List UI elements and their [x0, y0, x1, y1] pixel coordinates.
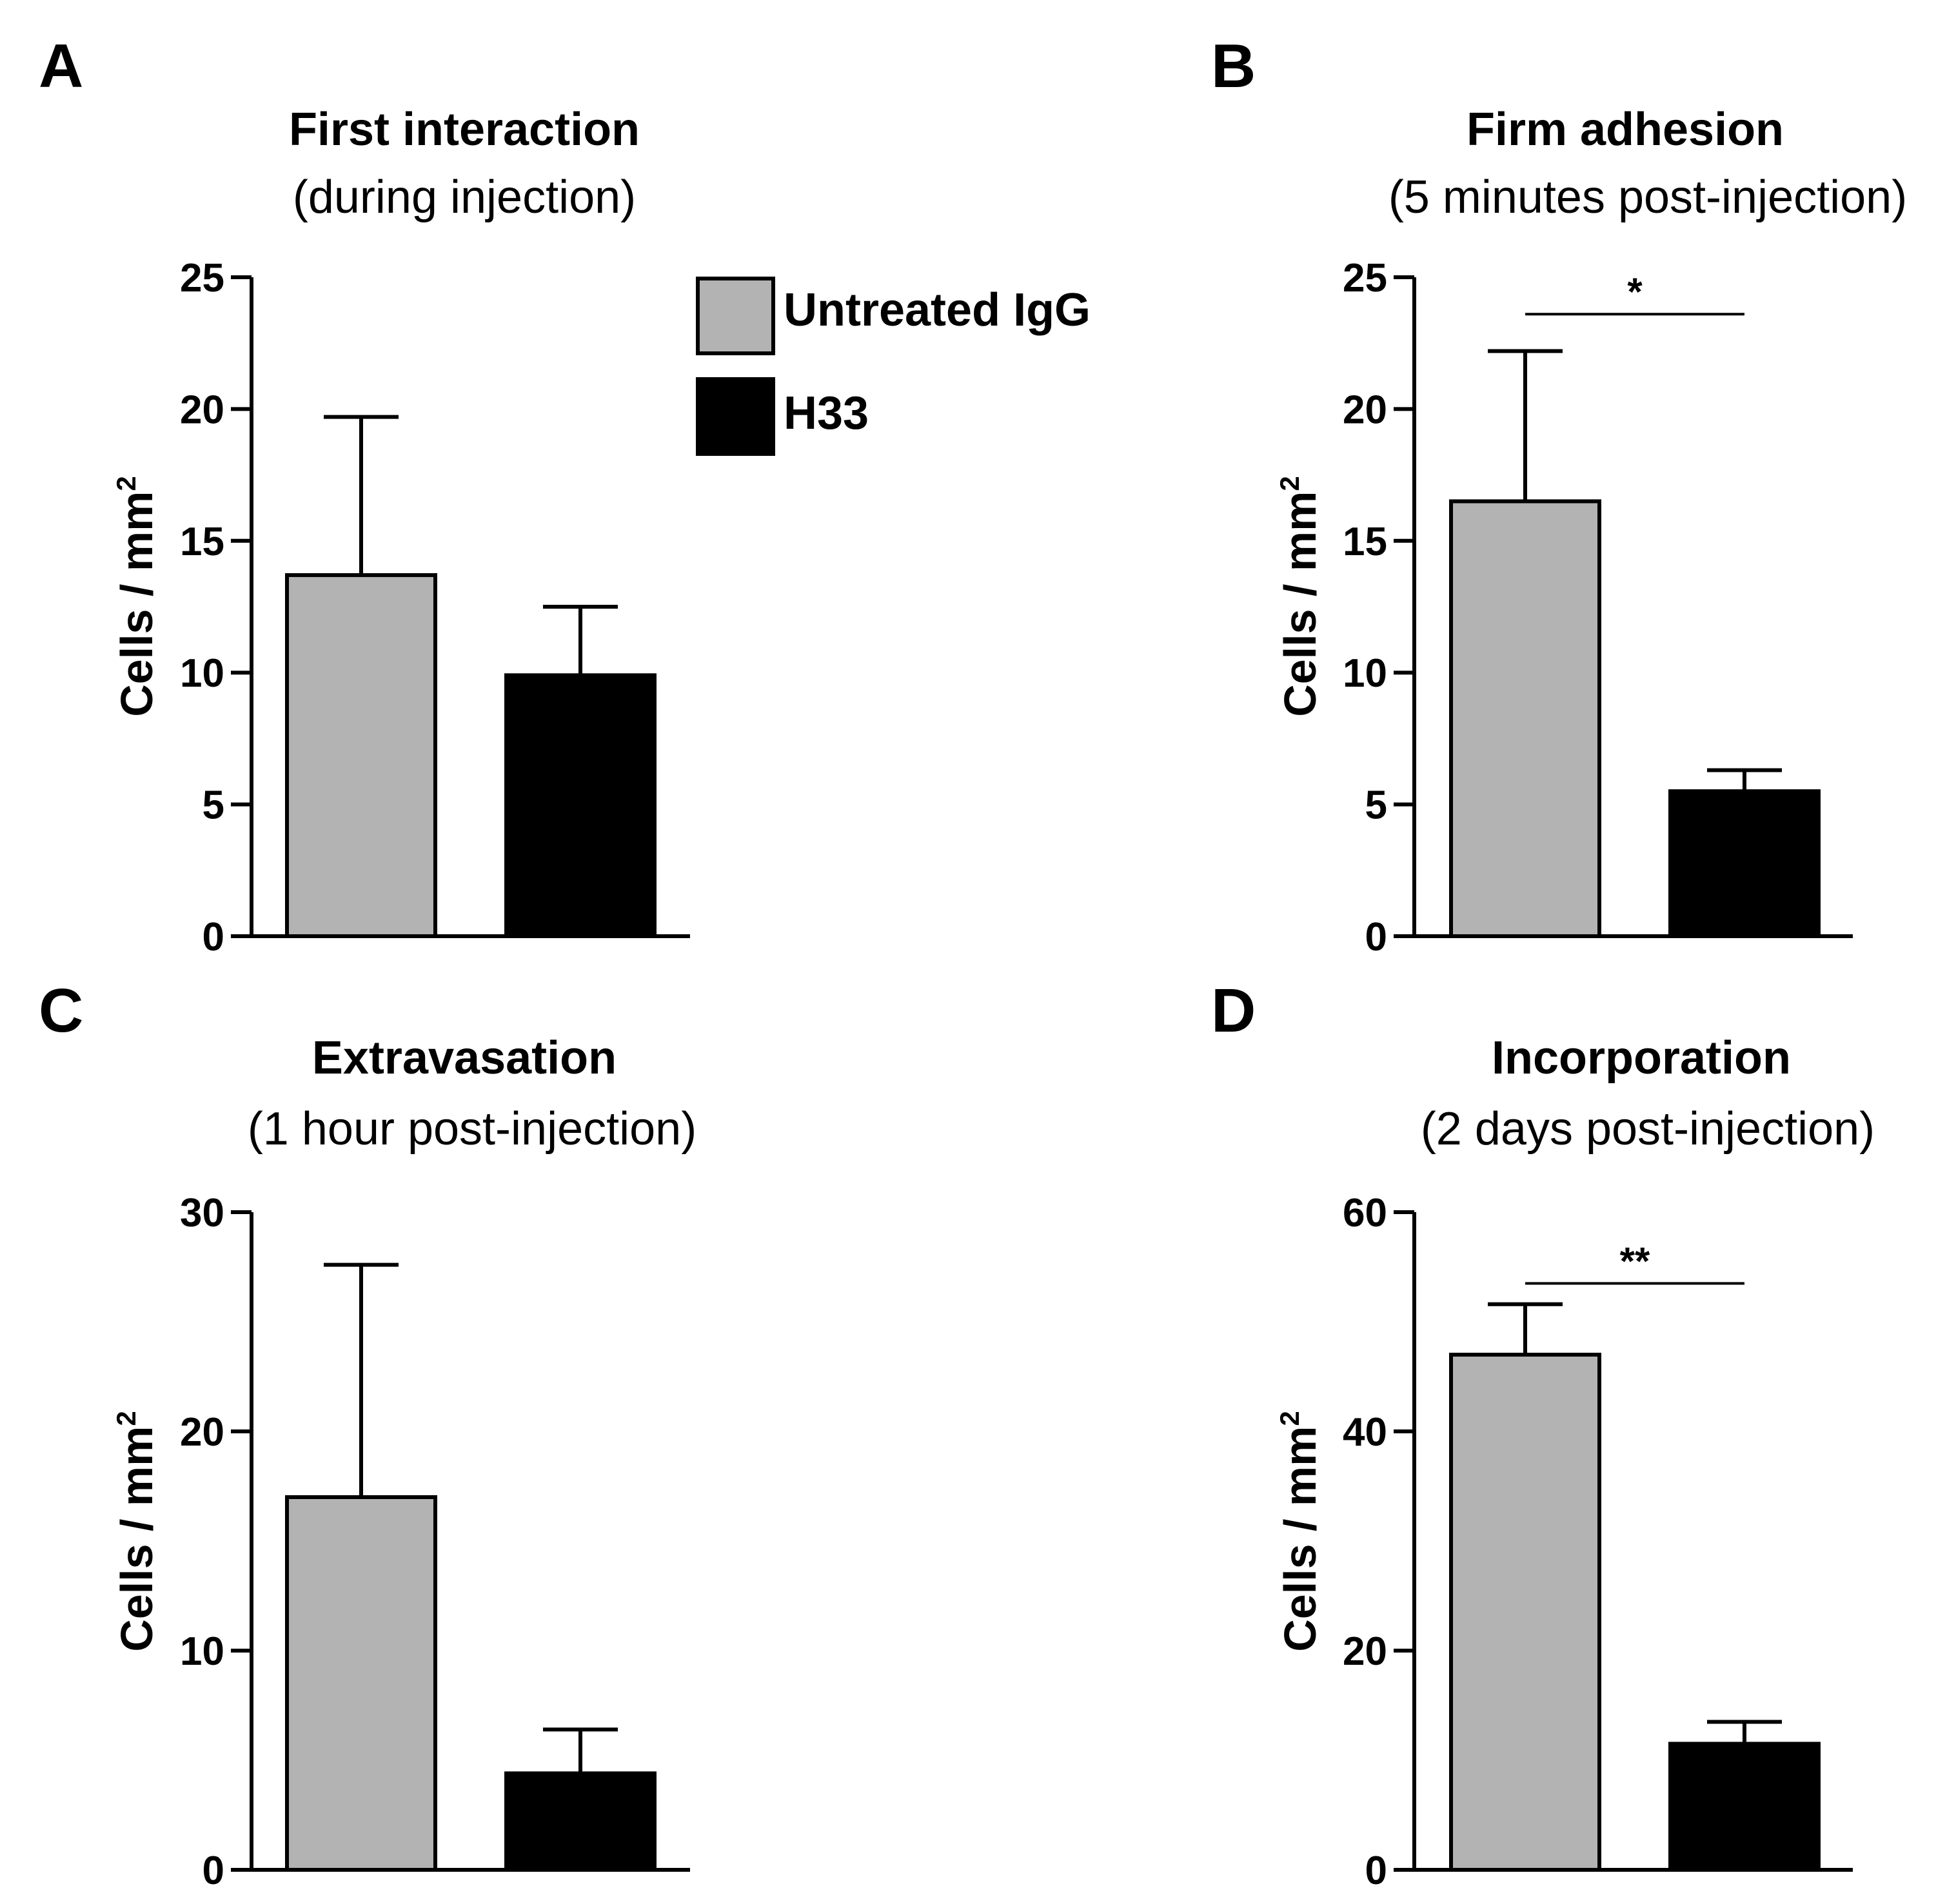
y-tick-label-5: 5 [1365, 783, 1387, 828]
y-axis-label-superscript: 2 [1274, 1411, 1305, 1426]
chart-title: First interaction [289, 104, 640, 155]
bar-untreated-igg [1449, 1353, 1601, 1872]
y-axis-label: Cells / mm2 [1274, 1411, 1325, 1652]
bar-h33 [1668, 789, 1821, 939]
chart-subtitle: (1 hour post-injection) [248, 1103, 696, 1155]
y-tick-label-20: 20 [180, 388, 224, 432]
y-tick-label-0: 0 [1365, 915, 1387, 959]
y-axis-label-superscript: 2 [111, 476, 141, 491]
legend-label-untreated-igg: Untreated IgG [784, 284, 1091, 336]
y-tick-label-15: 15 [1343, 520, 1387, 564]
y-tick-label-15: 15 [180, 520, 224, 564]
bar-untreated-igg [285, 573, 437, 938]
y-axis-label-superscript: 2 [111, 1411, 141, 1426]
significance-label: ** [1620, 1240, 1650, 1283]
panel-letter: B [1211, 32, 1256, 101]
legend-swatch-h33 [696, 377, 775, 456]
y-axis-label-text: Cells / mm [1275, 1426, 1325, 1652]
y-tick-label-10: 10 [180, 651, 224, 696]
y-axis-label-text: Cells / mm [112, 491, 162, 717]
panel-letter: C [39, 976, 83, 1045]
y-tick-label-10: 10 [1343, 651, 1387, 696]
y-axis-label-text: Cells / mm [1275, 491, 1325, 717]
y-axis-label: Cells / mm2 [111, 476, 162, 717]
y-tick-label-20: 20 [1343, 1629, 1387, 1674]
bar-untreated-igg [285, 1495, 437, 1872]
y-tick-label-30: 30 [180, 1191, 224, 1235]
bar-h33 [504, 673, 657, 938]
y-tick-label-20: 20 [180, 1410, 224, 1455]
y-tick-label-0: 0 [1365, 1849, 1387, 1893]
panel-b: B Firm adhesion (5 minutes post-injectio… [1211, 32, 1907, 959]
panel-d: D Incorporation (2 days post-injection) … [1211, 976, 1875, 1893]
chart-subtitle: (2 days post-injection) [1421, 1103, 1875, 1155]
legend-label-h33: H33 [784, 388, 869, 439]
panel-a: A First interaction (during injection) C… [39, 32, 690, 959]
y-tick-label-60: 60 [1343, 1191, 1387, 1235]
legend: Untreated IgG H33 [696, 277, 1091, 456]
y-tick-label-40: 40 [1343, 1410, 1387, 1455]
panel-letter: D [1211, 976, 1256, 1045]
significance-label: * [1627, 270, 1643, 313]
panel-c: C Extravasation (1 hour post-injection) … [39, 976, 696, 1893]
bar-h33 [504, 1771, 657, 1872]
y-axis-label-text: Cells / mm [112, 1426, 162, 1652]
chart-title: Extravasation [312, 1032, 617, 1084]
chart-subtitle: (during injection) [293, 172, 636, 223]
chart-title: Firm adhesion [1467, 104, 1784, 155]
legend-swatch-untreated-igg [696, 277, 775, 355]
panel-letter: A [39, 32, 83, 101]
y-tick-label-25: 25 [1343, 256, 1387, 300]
y-axis-label-superscript: 2 [1274, 476, 1305, 491]
y-tick-label-10: 10 [180, 1629, 224, 1674]
chart-title: Incorporation [1492, 1032, 1791, 1084]
y-tick-label-5: 5 [203, 783, 224, 828]
y-tick-label-0: 0 [203, 915, 224, 959]
bar-h33 [1668, 1742, 1821, 1872]
y-tick-label-25: 25 [180, 256, 224, 300]
y-tick-label-0: 0 [203, 1849, 224, 1893]
y-axis-label: Cells / mm2 [1274, 476, 1325, 717]
y-tick-label-20: 20 [1343, 388, 1387, 432]
y-axis-label: Cells / mm2 [111, 1411, 162, 1652]
bar-untreated-igg [1449, 499, 1601, 938]
chart-subtitle: (5 minutes post-injection) [1388, 172, 1907, 223]
